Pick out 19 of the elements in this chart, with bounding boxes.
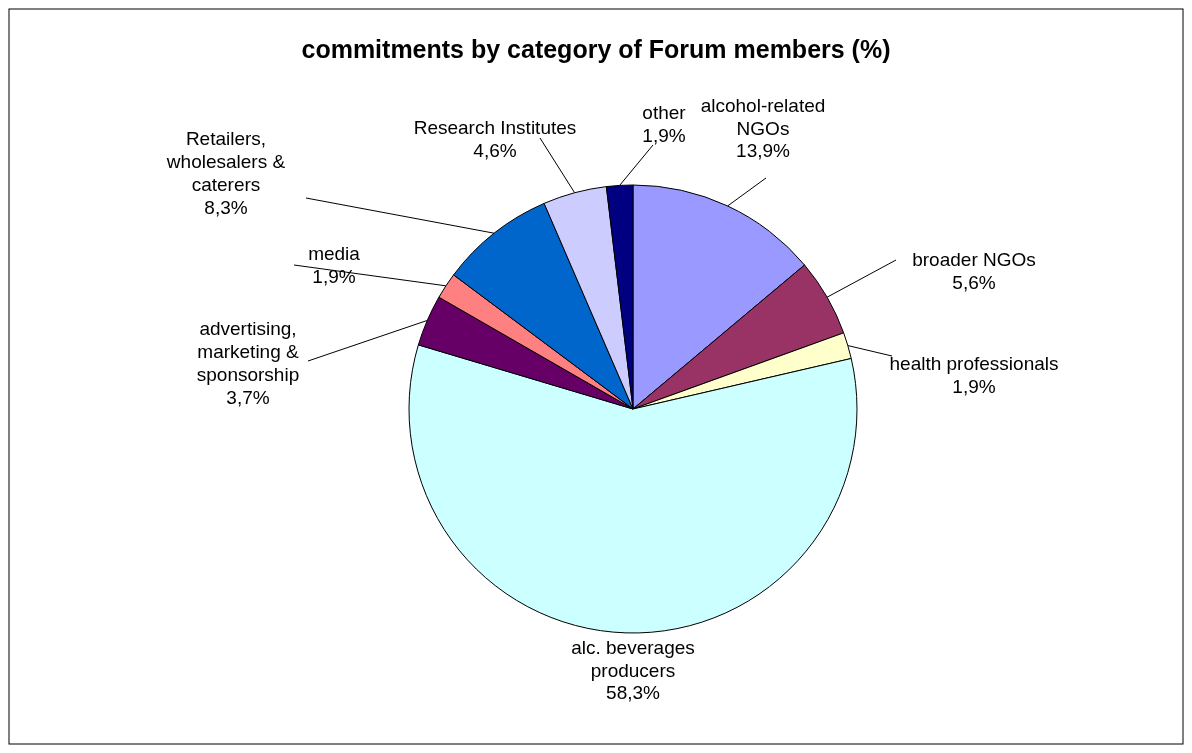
slice-label: alc. beverages producers bbox=[571, 636, 695, 681]
data-label: 8,3% bbox=[204, 196, 248, 218]
data-label: 1,9% bbox=[312, 266, 356, 288]
chart-title: commitments by category of Forum members (%) bbox=[301, 35, 891, 63]
data-label: 1,9% bbox=[642, 125, 686, 147]
slice-label: health professionals bbox=[889, 353, 1059, 375]
data-label: 13,9% bbox=[736, 140, 791, 162]
slice-label: Retailers, wholesalers & caterers bbox=[165, 128, 286, 196]
data-label: 3,7% bbox=[226, 386, 270, 408]
slice-label: Research Institutes bbox=[413, 117, 577, 139]
slice-label: alcohol-related NGOs bbox=[700, 94, 826, 139]
data-label: 1,9% bbox=[952, 376, 996, 398]
data-label: 4,6% bbox=[473, 140, 517, 162]
data-label: 58,3% bbox=[606, 682, 661, 704]
slice-label: other bbox=[642, 102, 687, 124]
slice-label: advertising, marketing & sponsorship bbox=[196, 318, 300, 386]
slice-label: media bbox=[308, 243, 361, 265]
data-label: 5,6% bbox=[952, 272, 996, 294]
slice-label: broader NGOs bbox=[912, 249, 1036, 271]
